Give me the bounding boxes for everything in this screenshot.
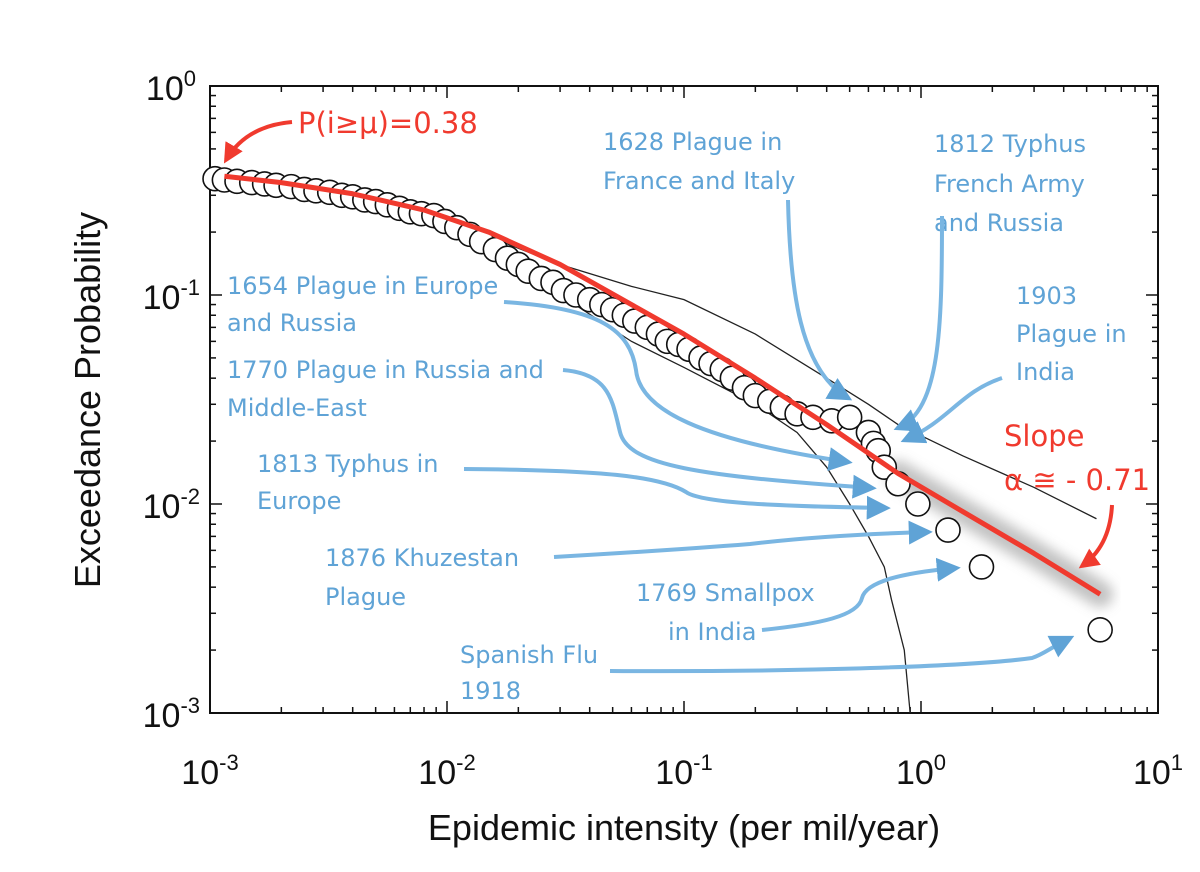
p-arrow <box>223 120 293 164</box>
y-tick-label: 10-2 <box>143 484 200 526</box>
event-label-spanish-flu: Spanish Flu 1918 <box>460 641 606 705</box>
event-arrows <box>463 199 1075 674</box>
arrow-1813 <box>463 467 891 520</box>
slope-arrow <box>1078 504 1114 569</box>
y-tick-label: 10-1 <box>143 275 200 317</box>
y-tick-label: 10-3 <box>143 693 200 735</box>
event-label-1812: 1812 Typhus French Army and Russia <box>934 130 1094 237</box>
data-point <box>968 554 995 580</box>
y-tick-label: 100 <box>146 66 196 108</box>
x-tick-label: 100 <box>896 750 946 792</box>
bound-line-2 <box>228 180 911 714</box>
event-label-1813: 1813 Typhus in Europe <box>257 450 446 515</box>
event-label-1654: 1654 Plague in Europe and Russia <box>227 272 506 337</box>
arrow-1876 <box>553 520 933 559</box>
slope-label: Slope <box>1004 419 1084 453</box>
arrow-spanish-flu <box>609 635 1075 674</box>
event-label-1876: 1876 Khuzestan Plague <box>325 544 527 611</box>
arrow-1628 <box>786 199 853 401</box>
arrow-1769 <box>761 557 961 632</box>
y-axis-label: Exceedance Probability <box>67 212 108 588</box>
x-axis-label: Epidemic intensity (per mil/year) <box>428 807 940 848</box>
fit-line <box>224 173 1102 597</box>
data-point <box>1087 617 1113 643</box>
axis-ticks <box>209 86 1158 714</box>
arrow-1654 <box>503 300 853 472</box>
p-annotation: P(i≥μ)=0.38 <box>298 106 478 140</box>
arrow-1770 <box>562 368 877 499</box>
event-label-1769: 1769 Smallpox in India <box>636 579 822 646</box>
arrow-1812 <box>893 215 944 432</box>
data-point <box>836 404 863 431</box>
x-tick-label: 10-3 <box>181 750 238 792</box>
data-point <box>905 491 931 517</box>
series-lines <box>228 175 1097 714</box>
data-point <box>935 517 961 543</box>
arrow-1903 <box>900 376 1003 444</box>
event-label-1903: 1903 Plague in India <box>1016 282 1134 386</box>
x-tick-label: 10-1 <box>655 750 712 792</box>
event-label-1770: 1770 Plague in Russia and Middle-East <box>227 356 552 422</box>
event-label-1628: 1628 Plague in France and Italy <box>603 128 795 195</box>
x-tick-label: 10-2 <box>418 750 475 792</box>
alpha-label: α ≅ - 0.71 <box>1004 463 1150 497</box>
fit-line-group <box>224 173 1102 597</box>
x-tick-label: 101 <box>1133 750 1183 792</box>
